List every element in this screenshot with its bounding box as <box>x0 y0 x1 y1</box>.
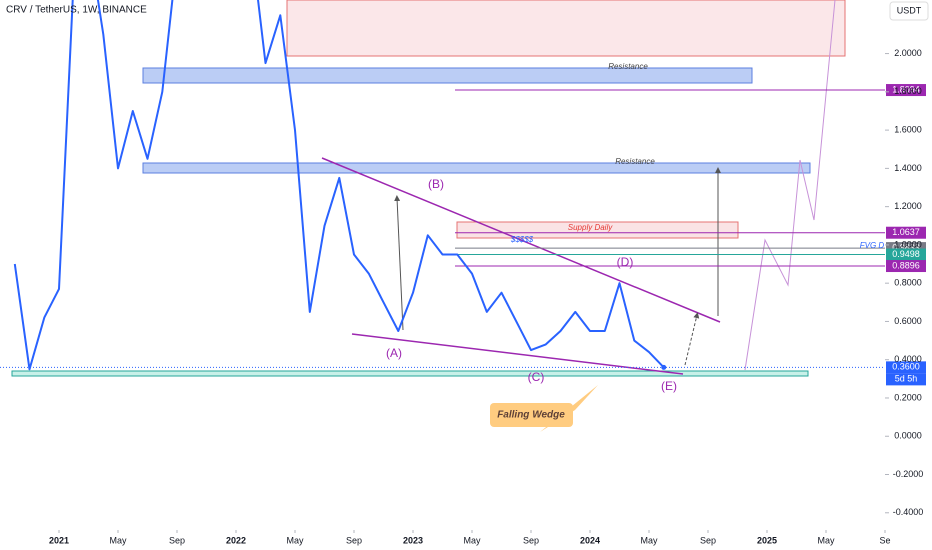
x-tick-label: Sep <box>700 535 716 545</box>
plot <box>0 0 885 371</box>
callout <box>490 403 573 427</box>
x-tick-label: Sep <box>169 535 185 545</box>
countdown: 5d 5h <box>895 374 918 384</box>
x-tick-label: May <box>109 535 127 545</box>
zone <box>11 370 809 377</box>
price-label: 0.8896 <box>892 260 920 270</box>
projection <box>744 0 836 371</box>
x-tick-label: 2023 <box>403 535 423 545</box>
x-tick-label: Sep <box>346 535 362 545</box>
annotation: Resistance <box>615 157 655 166</box>
chart-title: CRV / TetherUS, 1W, BINANCE <box>6 5 147 16</box>
wave-label: (C) <box>528 370 545 384</box>
zone <box>286 0 846 57</box>
y-tick-label: 0.4000 <box>894 354 922 364</box>
countdown-box <box>886 373 926 386</box>
x-tick-label: May <box>286 535 304 545</box>
annotation: Supply Daily <box>568 223 613 232</box>
wave-label: (D) <box>617 255 634 269</box>
zone <box>142 67 753 84</box>
zone <box>142 162 811 174</box>
price-label-box <box>886 361 926 374</box>
y-tick-label: 1.2000 <box>894 201 922 211</box>
price-label-box <box>886 226 926 239</box>
x-tick-label: May <box>640 535 658 545</box>
price-line <box>13 0 665 371</box>
unit-box <box>889 1 929 21</box>
x-tick-label: 2022 <box>226 535 246 545</box>
y-tick-label: 0.8000 <box>894 278 922 288</box>
price-label: 0.9498 <box>892 249 920 259</box>
time-axis <box>0 530 932 550</box>
y-tick-label: -0.4000 <box>893 507 924 517</box>
y-tick-label: 0.0000 <box>894 431 922 441</box>
price-label: 0.9833 <box>892 242 920 252</box>
y-tick-label: -0.2000 <box>893 469 924 479</box>
y-tick-label: 1.4000 <box>894 163 922 173</box>
y-tick-label: 1.6000 <box>894 124 922 134</box>
annotation: Resistance <box>608 62 648 71</box>
x-tick-label: 2024 <box>580 535 600 545</box>
price-label-box <box>886 84 926 97</box>
last-point <box>661 364 667 370</box>
price-label-box <box>886 248 926 261</box>
y-tick-label: 0.2000 <box>894 392 922 402</box>
y-tick-label: 1.0000 <box>894 239 922 249</box>
x-tick-label: May <box>463 535 481 545</box>
price-axis <box>885 0 932 550</box>
price-label: 0.3600 <box>892 362 920 372</box>
y-tick-label: 2.0000 <box>894 48 922 58</box>
wave-label: (A) <box>386 346 402 360</box>
y-tick-label: 1.8000 <box>894 86 922 96</box>
x-tick-label: May <box>817 535 835 545</box>
y-tick-label: 0.6000 <box>894 316 922 326</box>
annotation: FVG D <box>860 241 885 250</box>
wedge-line <box>321 157 721 323</box>
wave-label: (E) <box>661 379 677 393</box>
x-tick-label: 2025 <box>757 535 777 545</box>
price-label: 1.0637 <box>892 227 920 237</box>
price-label-box <box>886 260 926 273</box>
price-label: 1.8094 <box>892 84 920 94</box>
annotation: Falling Wedge <box>497 410 565 421</box>
x-tick-label: 2021 <box>49 535 69 545</box>
annotation: $$$$$ <box>510 235 534 244</box>
wave-label: (B) <box>428 177 444 191</box>
y-axis-label: USDT <box>897 5 922 15</box>
zone <box>456 221 739 239</box>
arrow <box>684 312 700 366</box>
x-tick-label: Se <box>879 535 890 545</box>
arrow <box>394 195 404 331</box>
drawings <box>11 0 846 432</box>
x-tick-label: Sep <box>523 535 539 545</box>
